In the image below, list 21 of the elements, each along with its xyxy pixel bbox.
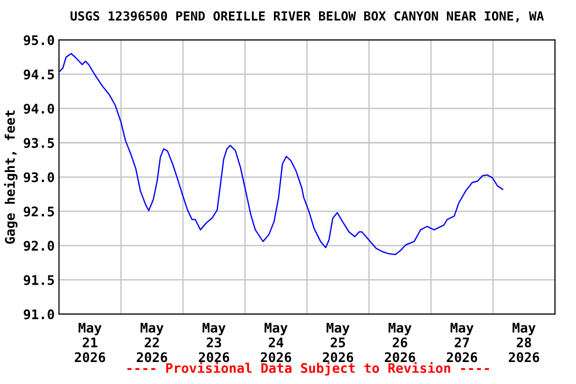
x-tick-label: May 28 2026 <box>508 322 540 362</box>
y-tick-label: 92.0 <box>24 240 54 251</box>
y-tick-label: 95.0 <box>24 35 54 46</box>
x-tick-label: May 26 2026 <box>384 322 416 362</box>
y-tick-label: 92.5 <box>24 206 54 217</box>
y-tick-label: 91.5 <box>24 275 54 286</box>
y-axis-title: Gage height, feet <box>4 110 18 244</box>
y-tick-label: 91.0 <box>24 309 54 320</box>
y-tick-label: 94.0 <box>24 104 54 114</box>
x-tick-label: May 24 2026 <box>260 322 292 362</box>
x-tick-label: May 27 2026 <box>446 322 478 362</box>
chart-title: USGS 12396500 PEND OREILLE RIVER BELOW BOX CANYON NEAR IONE, WA <box>70 11 544 22</box>
line-series <box>58 53 504 256</box>
y-tick-label: 93.5 <box>24 138 54 148</box>
y-tick-label: 94.5 <box>24 70 54 80</box>
x-tick-label: May 22 2026 <box>136 322 168 362</box>
y-tick-label: 93.0 <box>24 172 54 182</box>
x-tick-label: May 25 2026 <box>322 322 354 362</box>
x-tick-label: May 21 2026 <box>74 322 106 362</box>
text: ---- Provisional Data Subject to Revision ---- <box>127 362 489 376</box>
x-tick-label: May 23 2026 <box>198 322 230 362</box>
